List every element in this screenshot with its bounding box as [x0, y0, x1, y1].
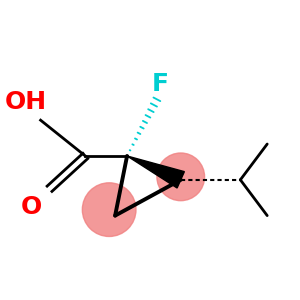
- Polygon shape: [127, 156, 184, 188]
- Text: OH: OH: [4, 90, 47, 114]
- Text: O: O: [21, 195, 42, 219]
- Circle shape: [82, 183, 136, 236]
- Circle shape: [157, 153, 205, 201]
- Text: F: F: [152, 72, 168, 96]
